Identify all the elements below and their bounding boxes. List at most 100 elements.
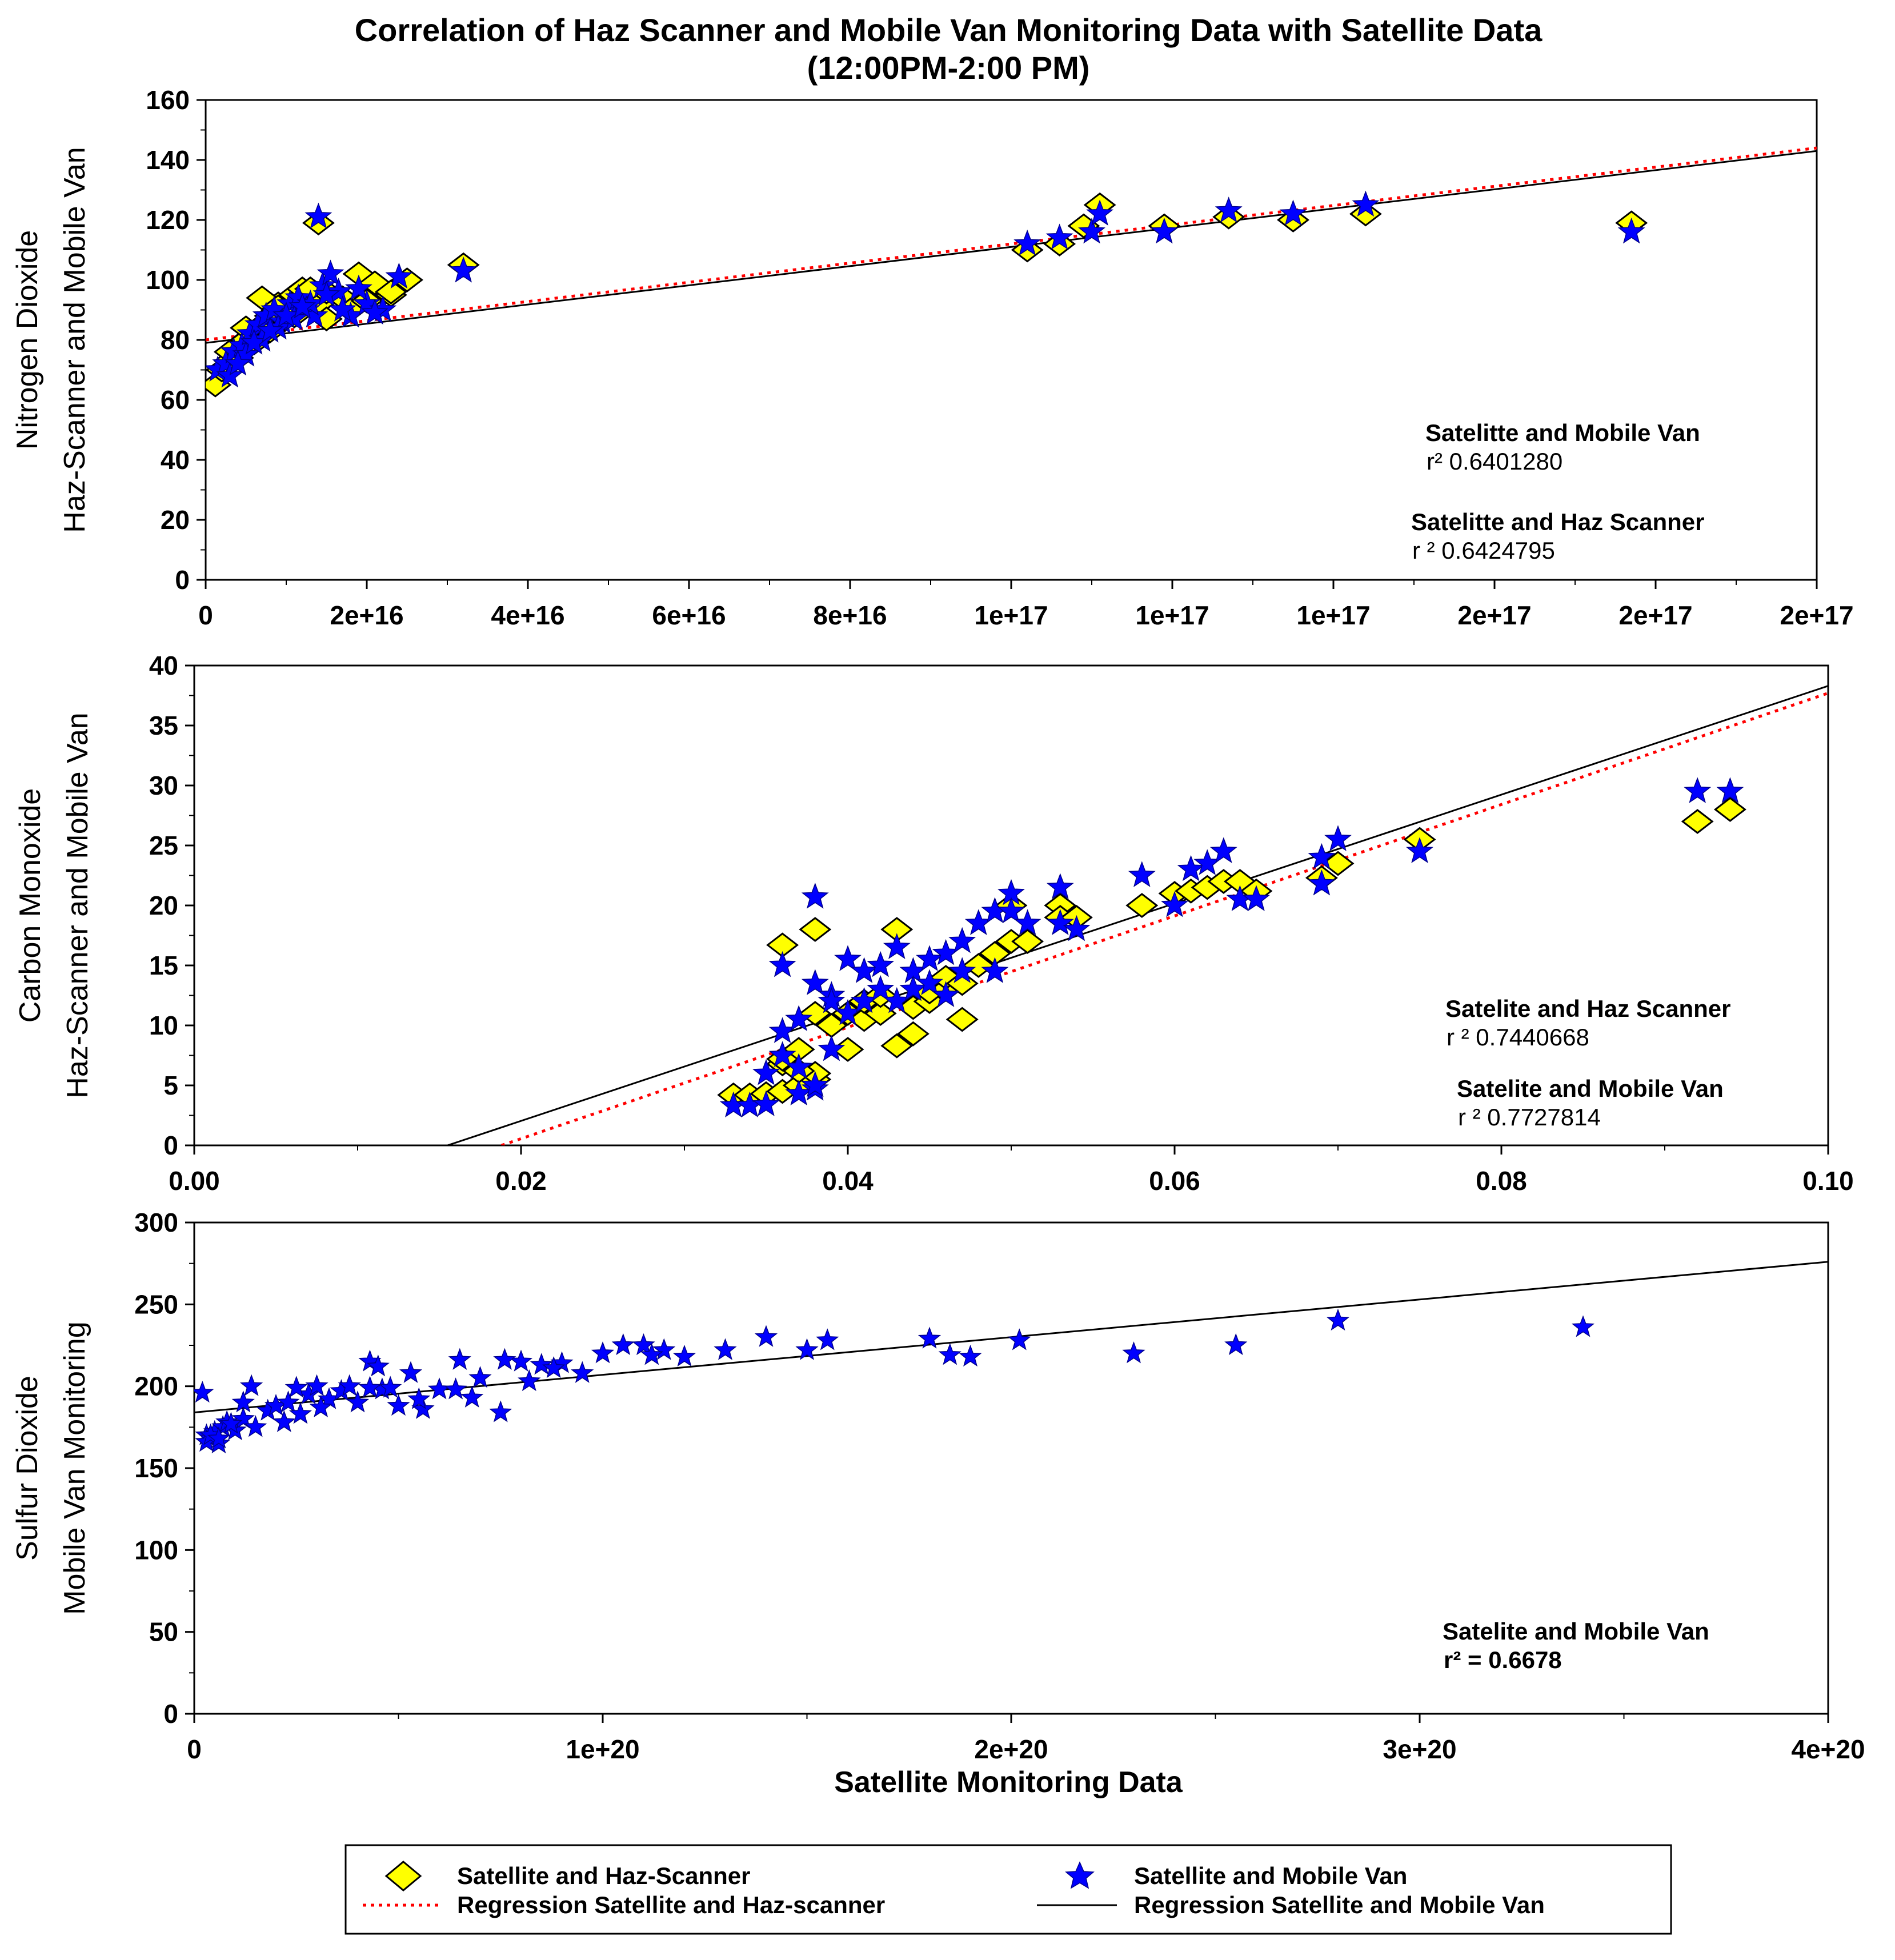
co-haz-regression-line <box>500 691 1828 1145</box>
so2-van-point <box>289 1402 313 1424</box>
co-haz-point <box>1713 797 1746 822</box>
co-haz-point <box>946 1007 979 1032</box>
co-y-tick-label: 15 <box>149 951 178 980</box>
no2-van-point <box>1352 190 1380 217</box>
no2-van-point <box>273 301 300 328</box>
so2-van-point <box>460 1385 484 1408</box>
chart-title-line1: Correlation of Haz Scanner and Mobile Va… <box>355 12 1543 48</box>
co-van-point <box>850 957 878 983</box>
so2-van-point <box>518 1369 541 1392</box>
co-haz-point <box>1011 929 1044 954</box>
no2-annotation-value: r ² 0.6424795 <box>1412 537 1555 564</box>
co-haz-point <box>799 917 832 942</box>
co-van-point <box>1161 891 1188 917</box>
so2-y-tick-label: 0 <box>163 1699 178 1729</box>
so2-van-point <box>530 1353 553 1375</box>
no2-x-tick-label: 2e+17 <box>1780 600 1853 630</box>
so2-van-point <box>571 1361 594 1383</box>
so2-van-point <box>1326 1308 1350 1331</box>
co-van-point <box>916 945 943 971</box>
so2-van-point <box>427 1377 451 1400</box>
legend: Satellite and Haz-Scanner Satellite and … <box>344 1844 1672 1935</box>
co-van-point <box>785 1079 813 1106</box>
no2-y-tick-label: 140 <box>146 145 190 175</box>
no2-annotation-value: r² 0.6401280 <box>1427 448 1563 475</box>
co-y-tick-label: 0 <box>163 1131 178 1160</box>
so2-plot-area <box>194 1261 1828 1454</box>
legend-haz-marker-diamond <box>384 1861 422 1891</box>
co-van-point <box>834 945 862 971</box>
so2-van-point <box>358 1376 382 1398</box>
so2-van-point <box>640 1343 663 1365</box>
no2-van-point <box>361 298 389 325</box>
co-haz-point <box>1321 851 1355 876</box>
so2-van-point <box>542 1356 566 1378</box>
co-van-point <box>801 883 829 909</box>
no2-van-point <box>256 316 284 343</box>
so2-van-point <box>714 1338 737 1360</box>
so2-van-point <box>938 1343 961 1365</box>
co-plot-area <box>447 685 1828 1145</box>
so2-van-point <box>468 1366 492 1388</box>
legend-haz-regression-label: Regression Satellite and Haz-scanner <box>457 1891 885 1918</box>
no2-y-tick-label: 80 <box>161 325 190 355</box>
no2-annotation-label: Satelitte and Haz Scanner <box>1411 508 1705 535</box>
so2-y-tick-label: 150 <box>134 1453 178 1483</box>
no2-van-point <box>1013 229 1041 256</box>
so2-van-point <box>309 1395 332 1418</box>
so2-van-point <box>219 1412 243 1434</box>
so2-van-point <box>277 1390 300 1413</box>
so2-van-point <box>273 1410 296 1432</box>
so2-van-point <box>816 1328 839 1350</box>
co-van-point <box>752 1059 780 1085</box>
co-y-axis-label-line1: Carbon Monoxide <box>14 788 47 1023</box>
co-van-point <box>867 951 895 977</box>
so2-van-point <box>194 1380 214 1403</box>
co-y-axis-label-line2: Haz-Scanner and Mobile Van <box>61 712 94 1098</box>
co-x-tick-label: 0.00 <box>169 1166 220 1196</box>
co-van-point <box>1308 869 1336 896</box>
no2-x-tick-label: 4e+16 <box>491 600 564 630</box>
co-van-point <box>932 981 960 1007</box>
no2-van-point <box>328 295 356 322</box>
co-y-tick-label: 35 <box>149 711 178 740</box>
co-van-point <box>899 975 927 1001</box>
no2-y-axis-label-line2: Haz-Scanner and Mobile Van <box>58 147 91 532</box>
so2-van-point <box>239 1374 263 1396</box>
co-x-tick-label: 0.02 <box>495 1166 547 1196</box>
no2-x-tick-label: 1e+17 <box>1296 600 1370 630</box>
no2-haz-point <box>1349 201 1382 227</box>
co-y-tick-label: 10 <box>149 1011 178 1040</box>
no2-x-tick-label: 1e+17 <box>974 600 1048 630</box>
co-van-point <box>1324 825 1352 851</box>
co-y-tick-label: 5 <box>163 1071 178 1100</box>
so2-van-point <box>1008 1328 1031 1350</box>
no2-annotation-label: Satelitte and Mobile Van <box>1425 419 1700 446</box>
co-van-point <box>1308 843 1336 869</box>
co-annotation-label: Satelite and Haz Scanner <box>1445 995 1731 1022</box>
co-van-point <box>818 1035 846 1061</box>
no2-y-tick-label: 0 <box>175 565 190 595</box>
co-annotation-value: r ² 0.7440668 <box>1447 1024 1589 1051</box>
co-x-tick-label: 0.04 <box>822 1166 874 1196</box>
no2-x-tick-label: 1e+17 <box>1135 600 1209 630</box>
no2-van-point <box>224 349 252 376</box>
so2-van-point <box>379 1376 402 1398</box>
co-x-tick-label: 0.10 <box>1802 1166 1854 1196</box>
so2-van-point <box>493 1348 516 1370</box>
co-van-point <box>785 1005 813 1031</box>
so2-van-point <box>489 1400 512 1422</box>
so2-y-axis-label-line1: Sulfur Dioxide <box>11 1376 44 1561</box>
co-van-point <box>1128 861 1156 887</box>
so2-annotation-value: r² = 0.6678 <box>1444 1646 1562 1673</box>
no2-van-point <box>1078 217 1105 244</box>
co-haz-point <box>1125 893 1159 918</box>
co-haz-point <box>880 1033 914 1059</box>
co-y-tick-label: 20 <box>149 891 178 920</box>
so2-annotation-label: Satelite and Mobile Van <box>1443 1618 1709 1645</box>
so2-y-tick-label: 250 <box>134 1289 178 1319</box>
no2-x-tick-label: 8e+16 <box>813 600 887 630</box>
co-van-point <box>867 975 895 1001</box>
so2-y-axis-label-line2: Mobile Van Monitoring <box>58 1321 91 1615</box>
